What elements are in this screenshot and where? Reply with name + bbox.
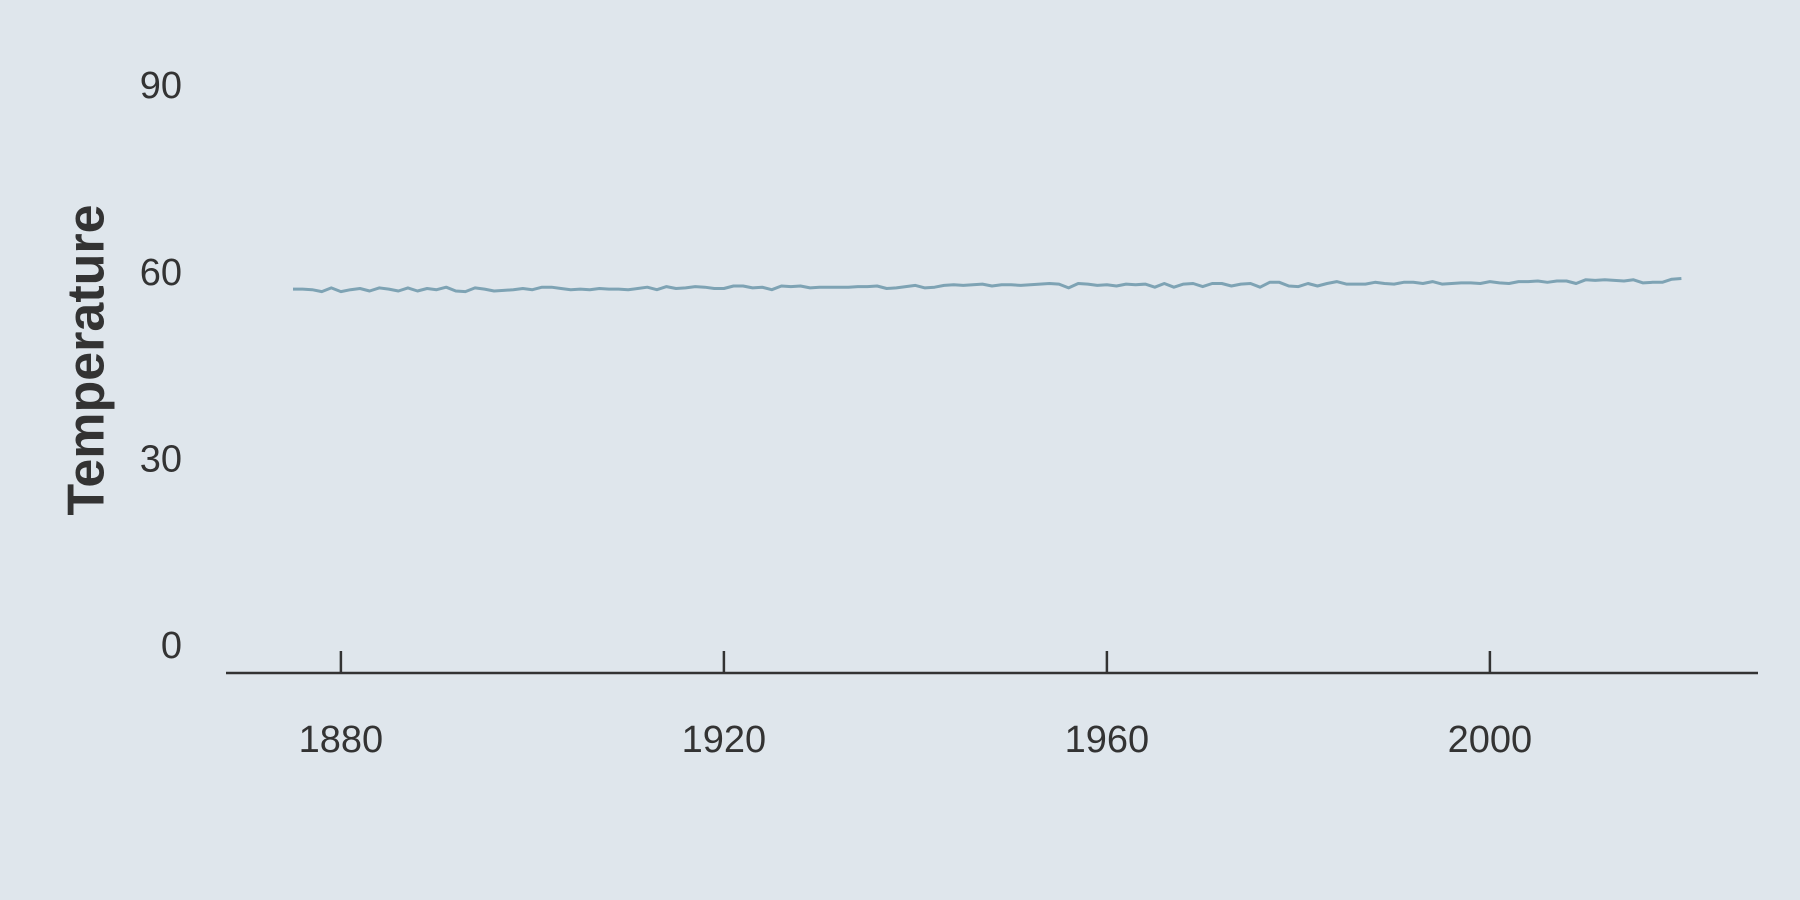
y-tick-label: 60 — [140, 252, 182, 294]
y-tick-label: 30 — [140, 438, 182, 480]
x-axis-ticks: 1880 1920 1960 2000 — [299, 651, 1533, 761]
x-tick-label: 1880 — [299, 719, 384, 761]
x-tick-label: 1960 — [1065, 719, 1150, 761]
temperature-series-line — [293, 277, 1682, 294]
x-tick-label: 2000 — [1448, 719, 1533, 761]
y-tick-label: 90 — [140, 65, 182, 107]
y-tick-label: 0 — [161, 625, 182, 667]
y-axis-ticks: 0 30 60 90 — [140, 65, 182, 667]
y-axis-title: Temperature — [58, 204, 116, 515]
x-tick-label: 1920 — [682, 719, 767, 761]
